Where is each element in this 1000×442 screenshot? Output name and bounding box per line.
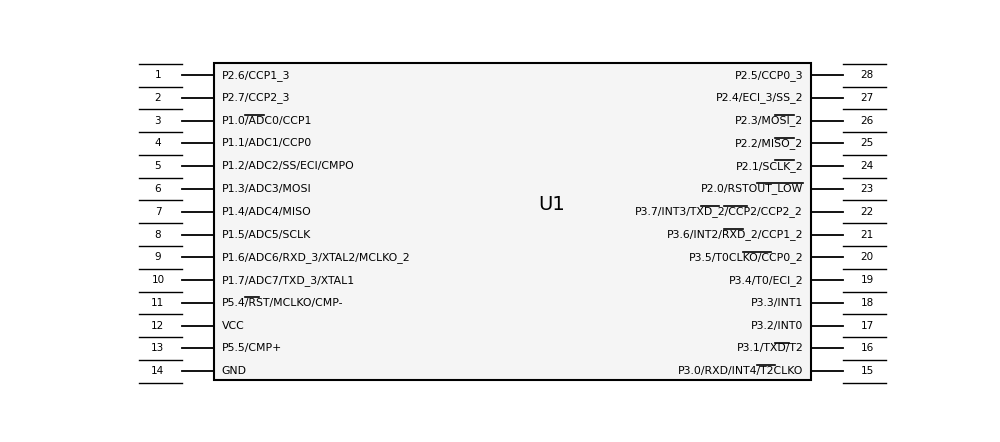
Text: P2.0/RSTOUT_LOW: P2.0/RSTOUT_LOW	[701, 183, 803, 194]
Text: P1.7/ADC7/TXD_3/XTAL1: P1.7/ADC7/TXD_3/XTAL1	[222, 274, 355, 286]
Text: 17: 17	[860, 321, 874, 331]
Text: 2: 2	[155, 93, 161, 103]
Text: P3.4/T0/ECI_2: P3.4/T0/ECI_2	[728, 274, 803, 286]
Text: P1.5/ADC5/SCLK: P1.5/ADC5/SCLK	[222, 229, 311, 240]
Text: 23: 23	[860, 184, 874, 194]
Text: 5: 5	[155, 161, 161, 171]
Text: P3.3/INT1: P3.3/INT1	[751, 298, 803, 308]
Text: P3.7/INT3/TXD_2/CCP2/CCP2_2: P3.7/INT3/TXD_2/CCP2/CCP2_2	[635, 206, 803, 217]
Text: P3.5/T0CLKO/CCP0_2: P3.5/T0CLKO/CCP0_2	[688, 252, 803, 263]
Text: 27: 27	[860, 93, 874, 103]
Text: 25: 25	[860, 138, 874, 149]
Text: P3.6/INT2/RXD_2/CCP1_2: P3.6/INT2/RXD_2/CCP1_2	[667, 229, 803, 240]
Text: 10: 10	[151, 275, 164, 285]
Text: 1: 1	[155, 70, 161, 80]
Text: 11: 11	[151, 298, 165, 308]
Text: 9: 9	[155, 252, 161, 263]
Text: P1.2/ADC2/SS/ECI/CMPO: P1.2/ADC2/SS/ECI/CMPO	[222, 161, 355, 171]
Text: 8: 8	[155, 229, 161, 240]
Text: GND: GND	[222, 366, 247, 376]
Text: 15: 15	[860, 366, 874, 376]
Bar	[214, 63, 811, 380]
Text: 18: 18	[860, 298, 874, 308]
Text: P2.4/ECI_3/SS_2: P2.4/ECI_3/SS_2	[716, 92, 803, 103]
Text: 24: 24	[860, 161, 874, 171]
Text: 12: 12	[151, 321, 165, 331]
Text: 6: 6	[155, 184, 161, 194]
Text: P2.3/MOSI_2: P2.3/MOSI_2	[735, 115, 803, 126]
Text: 28: 28	[860, 70, 874, 80]
Text: P1.6/ADC6/RXD_3/XTAL2/MCLKO_2: P1.6/ADC6/RXD_3/XTAL2/MCLKO_2	[222, 252, 411, 263]
Text: 21: 21	[860, 229, 874, 240]
Text: P3.1/TXD/T2: P3.1/TXD/T2	[736, 343, 803, 354]
Text: P1.4/ADC4/MISO: P1.4/ADC4/MISO	[222, 207, 312, 217]
Text: 22: 22	[860, 207, 874, 217]
Text: P2.1/SCLK_2: P2.1/SCLK_2	[736, 161, 803, 172]
Text: 3: 3	[155, 116, 161, 126]
Text: P1.3/ADC3/MOSI: P1.3/ADC3/MOSI	[222, 184, 312, 194]
Text: P1.1/ADC1/CCP0: P1.1/ADC1/CCP0	[222, 138, 312, 149]
Text: P2.6/CCP1_3: P2.6/CCP1_3	[222, 70, 290, 80]
Text: 14: 14	[151, 366, 165, 376]
Text: 26: 26	[860, 116, 874, 126]
Text: P1.0/ADC0/CCP1: P1.0/ADC0/CCP1	[222, 116, 312, 126]
Text: U1: U1	[538, 195, 565, 214]
Text: 4: 4	[155, 138, 161, 149]
Text: P3.0/RXD/INT4/T2CLKO: P3.0/RXD/INT4/T2CLKO	[678, 366, 803, 376]
Text: 19: 19	[860, 275, 874, 285]
Text: P3.2/INT0: P3.2/INT0	[751, 321, 803, 331]
Text: 13: 13	[151, 343, 165, 354]
Text: P5.4/RST/MCLKO/CMP-: P5.4/RST/MCLKO/CMP-	[222, 298, 343, 308]
Text: P2.7/CCP2_3: P2.7/CCP2_3	[222, 92, 290, 103]
Text: 20: 20	[860, 252, 874, 263]
Text: P5.5/CMP+: P5.5/CMP+	[222, 343, 282, 354]
Text: P2.5/CCP0_3: P2.5/CCP0_3	[734, 70, 803, 80]
Text: 7: 7	[155, 207, 161, 217]
Text: VCC: VCC	[222, 321, 245, 331]
Text: 16: 16	[860, 343, 874, 354]
Text: P2.2/MISO_2: P2.2/MISO_2	[735, 138, 803, 149]
